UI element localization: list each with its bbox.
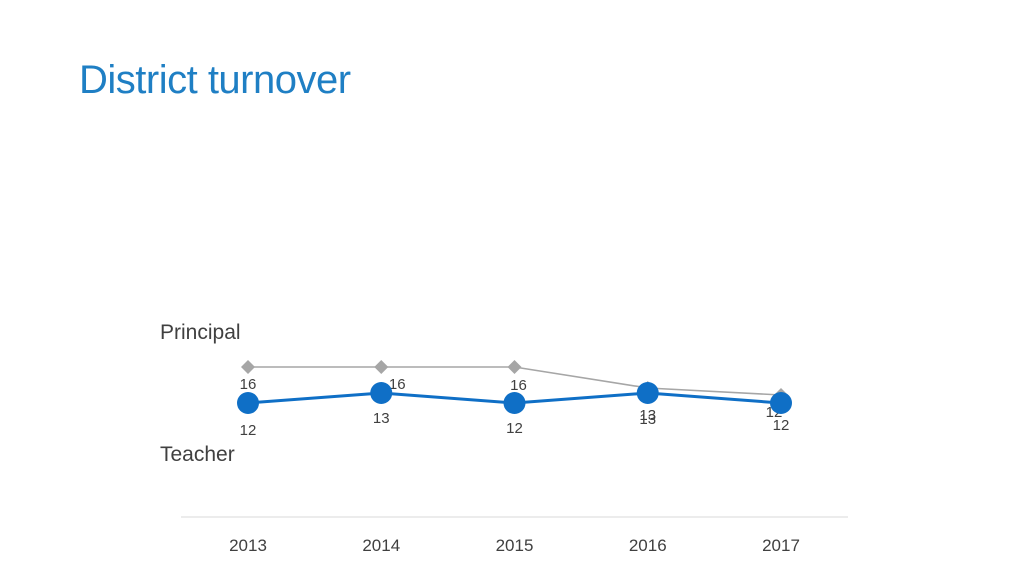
data-point-teacher-2013 (237, 392, 259, 414)
data-point-principal-2015 (507, 360, 522, 374)
x-tick-label-2016: 2016 (629, 536, 667, 555)
series-label-principal: Principal (160, 321, 241, 344)
data-label-teacher-2014: 13 (373, 410, 390, 427)
data-point-teacher-2014 (370, 382, 393, 404)
data-point-teacher-2016 (636, 382, 659, 404)
data-label-principal-2013: 16 (240, 376, 257, 393)
data-label-teacher-2013: 12 (240, 422, 257, 439)
data-point-principal-2014 (374, 360, 389, 374)
x-axis-ticks: 2013 2014 2015 2016 2017 (229, 536, 800, 555)
data-label-principal-2015: 16 (510, 377, 527, 394)
x-tick-label-2013: 2013 (229, 536, 267, 555)
x-tick-label-2014: 2014 (362, 536, 400, 555)
data-label-teacher-2016: 13 (639, 411, 656, 428)
data-label-teacher-2015: 12 (506, 420, 523, 437)
data-label-teacher-2017: 12 (773, 417, 790, 434)
data-label-principal-2016: 13 (639, 407, 656, 424)
x-tick-label-2017: 2017 (762, 536, 800, 555)
series-teacher: 12 13 12 13 12 (237, 382, 792, 439)
data-label-principal-2014: 16 (389, 376, 406, 393)
x-tick-label-2015: 2015 (496, 536, 534, 555)
data-point-teacher-2017 (770, 392, 792, 414)
data-point-teacher-2015 (503, 392, 526, 414)
series-label-teacher: Teacher (160, 443, 235, 466)
slide-title: District turnover (79, 58, 351, 102)
data-point-principal-2013 (241, 360, 255, 374)
